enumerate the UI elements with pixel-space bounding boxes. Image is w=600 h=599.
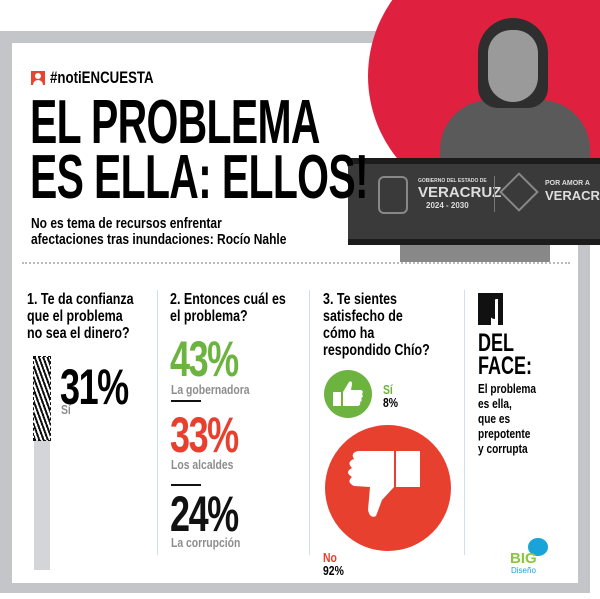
user-icon — [31, 70, 45, 85]
progress-bar-fill — [33, 356, 51, 441]
thumbs-up-icon — [324, 370, 372, 418]
answer-value: 33% — [170, 407, 239, 463]
question-text: 2. Entonces cuál es — [170, 291, 286, 308]
podium-text: VERACRUZ — [418, 184, 502, 201]
dotted-divider — [22, 262, 570, 264]
question-text: 1. Te da confianza — [27, 291, 134, 308]
podium-text: VERACRUZ — [545, 188, 600, 203]
answer-value: 8% — [383, 395, 399, 410]
column-divider — [464, 290, 465, 555]
answer-value: 92% — [323, 563, 344, 578]
podium-text: GOBIERNO DEL ESTADO DE — [418, 178, 487, 184]
separator — [171, 484, 201, 486]
answer-label: Sí — [383, 382, 393, 397]
comment-text: que es — [478, 411, 511, 426]
podium-text: 2024 - 2030 — [426, 201, 469, 210]
question-text: que el problema — [27, 308, 123, 325]
del-face-title: DEL — [478, 329, 514, 357]
facebook-icon — [478, 293, 503, 325]
headline-line-2: ES ELLA: ELLOS! — [30, 143, 369, 212]
answer-label: No — [323, 550, 337, 565]
separator — [171, 400, 201, 402]
thumbs-down-icon — [325, 425, 451, 551]
del-face-title: FACE: — [478, 352, 532, 380]
logo-subtext: Diseño — [511, 566, 536, 575]
answer-value: 31% — [60, 359, 129, 415]
column-divider — [157, 290, 158, 555]
logo-text: BIG — [510, 550, 537, 567]
hashtag-text: #notiENCUESTA — [50, 68, 154, 87]
elephant-icon — [528, 538, 548, 556]
answer-value: 43% — [170, 331, 239, 387]
hashtag-label: #notiENCUESTA — [31, 69, 183, 86]
question-text: respondido Chío? — [323, 342, 430, 359]
question-text: 3. Te sientes — [323, 291, 397, 308]
answer-value: 24% — [170, 486, 239, 542]
question-text: el problema? — [170, 308, 248, 325]
answer-label: Los alcaldes — [171, 457, 234, 472]
answer-label: La gobernadora — [171, 382, 250, 397]
column-divider — [309, 290, 310, 555]
answer-label: Sí — [61, 402, 71, 417]
subtitle-line-1: No es tema de recursos enfrentar — [31, 215, 222, 232]
comment-text: y corrupta — [478, 441, 528, 456]
podium-text: POR AMOR A — [545, 180, 590, 187]
subtitle-line-2: afectaciones tras inundaciones: Rocío Na… — [31, 231, 287, 248]
question-text: cómo ha — [323, 325, 375, 342]
question-text: no sea el dinero? — [27, 325, 130, 342]
comment-text: es ella, — [478, 396, 512, 411]
podium: GOBIERNO DEL ESTADO DE VERACRUZ 2024 - 2… — [348, 158, 600, 245]
headline-line-1: EL PROBLEMA — [30, 88, 320, 157]
comment-text: prepotente — [478, 426, 531, 441]
question-text: satisfecho de — [323, 308, 403, 325]
comment-text: El problema — [478, 381, 537, 396]
answer-label: La corrupción — [171, 535, 241, 550]
